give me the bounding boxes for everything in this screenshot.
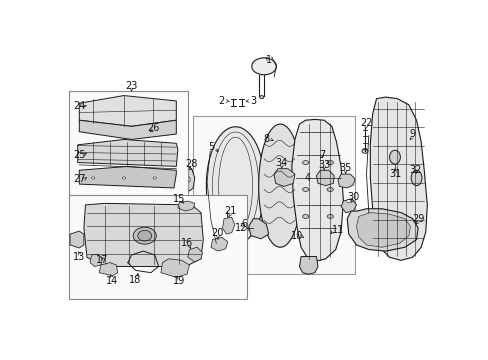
Text: 13: 13 bbox=[73, 252, 85, 262]
Ellipse shape bbox=[346, 199, 350, 203]
Text: 28: 28 bbox=[185, 159, 198, 169]
Ellipse shape bbox=[326, 188, 333, 192]
Polygon shape bbox=[187, 247, 202, 262]
Text: 20: 20 bbox=[211, 228, 224, 238]
Polygon shape bbox=[79, 166, 176, 188]
Polygon shape bbox=[341, 199, 356, 213]
Bar bbox=[68, 195, 246, 299]
Polygon shape bbox=[210, 237, 227, 251]
Text: 22: 22 bbox=[360, 117, 372, 127]
Text: 34: 34 bbox=[275, 158, 287, 167]
Text: 12: 12 bbox=[234, 223, 246, 233]
Text: 16: 16 bbox=[181, 238, 193, 248]
Polygon shape bbox=[206, 127, 264, 244]
Polygon shape bbox=[84, 203, 203, 266]
Text: 7: 7 bbox=[319, 150, 325, 160]
Polygon shape bbox=[161, 259, 189, 277]
Polygon shape bbox=[178, 201, 194, 211]
Ellipse shape bbox=[410, 170, 421, 186]
Polygon shape bbox=[78, 139, 178, 166]
Ellipse shape bbox=[153, 177, 156, 179]
Polygon shape bbox=[337, 174, 354, 188]
Polygon shape bbox=[356, 213, 409, 247]
Polygon shape bbox=[274, 169, 294, 186]
Text: 27: 27 bbox=[73, 175, 85, 184]
Text: 25: 25 bbox=[73, 150, 85, 160]
Text: 11: 11 bbox=[331, 225, 344, 235]
Ellipse shape bbox=[138, 230, 151, 241]
Polygon shape bbox=[182, 166, 194, 191]
Text: 23: 23 bbox=[125, 81, 138, 91]
Text: 17: 17 bbox=[96, 255, 108, 265]
Ellipse shape bbox=[122, 177, 125, 179]
Bar bbox=[68, 91, 187, 197]
Bar bbox=[193, 116, 354, 274]
Text: 4: 4 bbox=[304, 173, 309, 183]
Text: 31: 31 bbox=[388, 169, 400, 179]
Text: 14: 14 bbox=[106, 276, 118, 286]
Text: 32: 32 bbox=[409, 165, 421, 175]
Polygon shape bbox=[99, 263, 118, 276]
Text: 35: 35 bbox=[339, 163, 351, 173]
Polygon shape bbox=[70, 231, 84, 248]
Ellipse shape bbox=[302, 161, 308, 165]
Polygon shape bbox=[79, 95, 176, 126]
Ellipse shape bbox=[302, 188, 308, 192]
Ellipse shape bbox=[185, 176, 190, 183]
Polygon shape bbox=[369, 97, 427, 260]
Text: 29: 29 bbox=[411, 214, 424, 224]
Text: 1: 1 bbox=[265, 55, 271, 65]
Ellipse shape bbox=[361, 149, 367, 153]
Text: 15: 15 bbox=[173, 194, 185, 204]
Ellipse shape bbox=[91, 177, 95, 179]
Text: 9: 9 bbox=[409, 129, 415, 139]
Polygon shape bbox=[79, 120, 176, 139]
Polygon shape bbox=[291, 120, 343, 261]
Polygon shape bbox=[222, 217, 234, 234]
Text: 24: 24 bbox=[73, 101, 85, 111]
Polygon shape bbox=[346, 209, 417, 251]
Ellipse shape bbox=[326, 161, 333, 165]
Text: 19: 19 bbox=[173, 276, 185, 286]
Ellipse shape bbox=[259, 95, 263, 99]
Text: 30: 30 bbox=[346, 192, 359, 202]
Ellipse shape bbox=[302, 215, 308, 219]
Text: 21: 21 bbox=[224, 206, 236, 216]
Ellipse shape bbox=[326, 215, 333, 219]
Text: 26: 26 bbox=[147, 123, 159, 133]
Polygon shape bbox=[299, 256, 317, 274]
Polygon shape bbox=[90, 254, 102, 266]
Ellipse shape bbox=[389, 150, 400, 164]
Text: 2: 2 bbox=[218, 96, 224, 106]
Text: 6: 6 bbox=[241, 219, 246, 229]
Polygon shape bbox=[248, 219, 268, 239]
Text: 8: 8 bbox=[263, 134, 269, 144]
Text: 33: 33 bbox=[317, 160, 329, 170]
Text: 10: 10 bbox=[290, 231, 303, 241]
Ellipse shape bbox=[251, 58, 276, 75]
Text: 5: 5 bbox=[207, 142, 214, 152]
Text: 3: 3 bbox=[250, 96, 256, 106]
Polygon shape bbox=[316, 170, 333, 186]
Text: 18: 18 bbox=[129, 275, 142, 285]
Polygon shape bbox=[258, 124, 301, 247]
Ellipse shape bbox=[133, 227, 156, 244]
